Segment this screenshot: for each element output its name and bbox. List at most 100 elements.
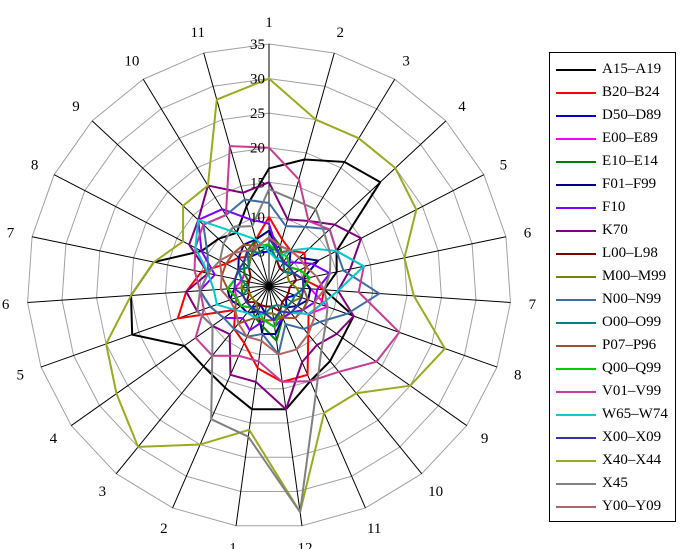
legend-label: E00–E89 (602, 130, 658, 146)
axis-spoke (91, 120, 270, 287)
legend: A15–A19 B20–B24 D50–D89 E00–E89 E10–E14 F01–F… (549, 52, 676, 522)
legend-label: V01–V99 (602, 383, 662, 399)
axis-spoke (31, 236, 270, 287)
axis-category-label: 10 (428, 484, 443, 500)
radial-tick-label: 25 (250, 106, 265, 122)
legend-label: F01–F99 (602, 176, 657, 192)
radial-tick-label: 30 (250, 72, 265, 88)
legend-swatch (556, 275, 596, 278)
axis-spoke (268, 285, 366, 509)
axis-category-label: 5 (16, 367, 24, 383)
legend-item: D50–D89 (556, 104, 661, 127)
axis-category-label: 7 (7, 225, 15, 241)
axis-category-label: 6 (524, 225, 532, 241)
series-line (196, 188, 332, 514)
axis-category-label: 12 (297, 541, 312, 549)
grid-ring (27, 43, 511, 527)
legend-swatch (556, 68, 596, 71)
radial-tick-label: 20 (250, 141, 265, 157)
legend-item: P07–P96 (556, 334, 656, 357)
axis-spoke (268, 285, 498, 368)
grid-ring (130, 147, 408, 424)
legend-swatch (556, 252, 596, 255)
legend-swatch (556, 367, 596, 370)
radial-tick-label: 10 (250, 210, 265, 226)
series-line (218, 236, 326, 356)
radial-tick-label: 5 (258, 244, 266, 260)
legend-swatch (556, 344, 596, 347)
legend-item: O00–O99 (556, 311, 661, 334)
legend-label: X45 (602, 475, 628, 491)
legend-item: X00–X09 (556, 426, 661, 449)
axis-category-label: 8 (514, 367, 522, 383)
legend-label: X40–X44 (602, 452, 662, 468)
axis-category-label: 11 (191, 25, 205, 41)
legend-item: K70 (556, 219, 628, 242)
legend-label: F10 (602, 199, 626, 215)
legend-label: E10–E14 (602, 153, 658, 169)
legend-label: P07–P96 (602, 337, 657, 353)
axis-category-label: 1 (265, 15, 273, 31)
axis-category-label: 7 (529, 297, 537, 313)
series-line (185, 181, 363, 411)
axis-category-label: 6 (2, 297, 10, 313)
legend-label: X00–X09 (602, 429, 662, 445)
legend-swatch (556, 137, 596, 140)
legend-item: N00–N99 (556, 288, 661, 311)
axis-category-label: 2 (160, 521, 168, 537)
axis-category-label: 10 (124, 53, 139, 69)
axis-category-label: 8 (31, 158, 39, 174)
legend-item: B20–B24 (556, 81, 660, 104)
series-line (233, 236, 305, 322)
axis-spoke (53, 174, 270, 287)
axis-labels: 5101520253035123456789101112123456789101… (2, 15, 537, 549)
radial-tick-label: 35 (250, 37, 265, 53)
axis-category-label: 9 (481, 431, 489, 447)
legend-label: A15–A19 (602, 61, 662, 77)
legend-item: E10–E14 (556, 150, 658, 173)
legend-swatch (556, 160, 596, 163)
series-line (226, 229, 320, 335)
legend-item: Q00–Q99 (556, 357, 661, 380)
series-line (237, 243, 305, 315)
legend-label: Q00–Q99 (602, 360, 662, 376)
legend-label: N00–N99 (602, 291, 662, 307)
legend-swatch (556, 298, 596, 301)
legend-item: W65–W74 (556, 403, 668, 426)
legend-item: X40–X44 (556, 449, 661, 472)
series-line (130, 158, 382, 411)
axis-category-label: 4 (50, 431, 58, 447)
axis-category-label: 3 (402, 53, 410, 69)
legend-item: L00–L98 (556, 242, 658, 265)
axis-category-label: 11 (367, 521, 381, 537)
radial-tick-label: 15 (250, 175, 265, 191)
legend-swatch (556, 114, 596, 117)
legend-swatch (556, 206, 596, 209)
axis-spoke (268, 120, 447, 287)
axis-spoke (115, 285, 270, 475)
legend-swatch (556, 91, 596, 94)
axis-category-label: 1 (229, 541, 237, 549)
legend-label: W65–W74 (602, 406, 668, 422)
series-line (176, 215, 326, 383)
legend-item: M00–M99 (556, 265, 666, 288)
axis-category-label: 4 (458, 99, 466, 115)
radar-grid (27, 43, 511, 527)
legend-swatch (556, 183, 596, 186)
legend-swatch (556, 459, 596, 462)
legend-swatch (556, 413, 596, 416)
axis-spoke (268, 78, 396, 287)
legend-item: F10 (556, 196, 625, 219)
grid-ring (61, 78, 477, 492)
legend-label: M00–M99 (602, 268, 667, 284)
legend-label: K70 (602, 222, 628, 238)
legend-swatch (556, 505, 596, 508)
legend-label: B20–B24 (602, 84, 660, 100)
legend-label: L00–L98 (602, 245, 658, 261)
legend-label: D50–D89 (602, 107, 662, 123)
legend-label: Y00–Y09 (602, 498, 662, 514)
series-line (105, 77, 446, 514)
axis-category-label: 5 (500, 158, 508, 174)
legend-item: V01–V99 (556, 380, 661, 403)
